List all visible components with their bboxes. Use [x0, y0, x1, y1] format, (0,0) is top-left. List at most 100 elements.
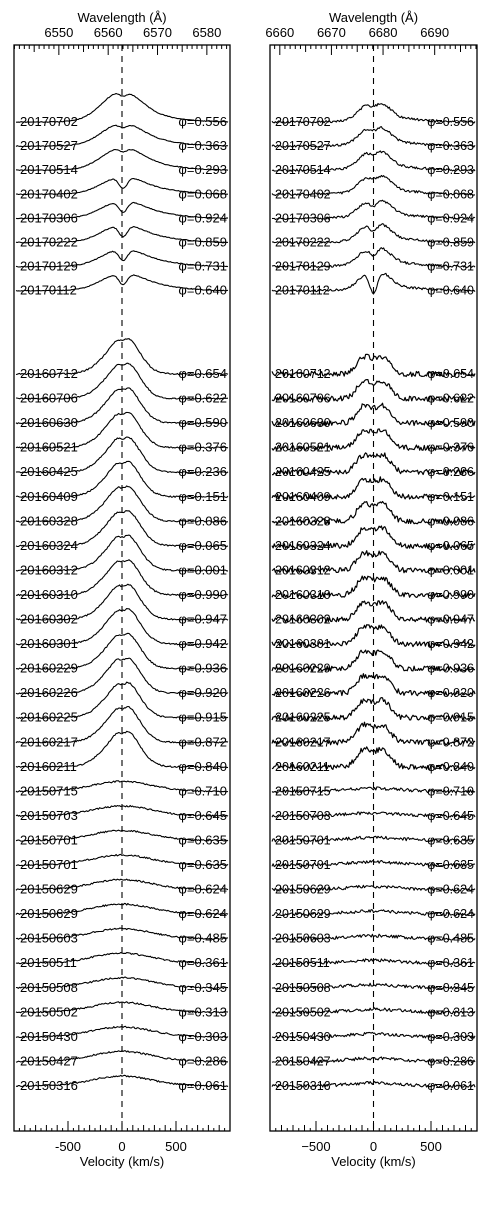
phase-value: 0.942	[443, 637, 474, 651]
phase-value: 0.361	[443, 956, 474, 970]
phi-symbol: φ	[178, 587, 186, 602]
spectrum-phase-label: φ=0.990	[427, 588, 474, 602]
phase-equals: =	[435, 367, 442, 381]
phase-value: 0.286	[194, 1053, 227, 1068]
phi-symbol: φ	[427, 1079, 435, 1093]
phase-value: 0.947	[443, 613, 474, 627]
phi-symbol: φ	[427, 236, 435, 250]
top-tick-label: 6680	[369, 25, 398, 40]
phase-value: 0.624	[194, 882, 227, 897]
spectrum-phase-label: φ=0.303	[178, 1029, 227, 1044]
phase-value: 0.859	[194, 235, 227, 250]
phase-value: 0.920	[194, 685, 227, 700]
phi-symbol: φ	[178, 464, 186, 479]
spectrum-date-label: 20160521	[275, 441, 331, 455]
phase-value: 0.840	[194, 759, 227, 774]
phase-value: 0.710	[194, 783, 227, 798]
phase-equals: =	[187, 980, 195, 995]
spectrum-date-label: 20160226	[20, 685, 78, 700]
spectrum-date-label: 20160301	[20, 636, 78, 651]
spectrum-phase-label: φ=0.624	[178, 906, 227, 921]
phase-value: 0.086	[443, 514, 474, 528]
spectrum-date-label: 20150701	[20, 857, 78, 872]
spectrum-line	[271, 102, 476, 124]
spectrum-phase-label: φ=0.942	[178, 636, 227, 651]
spectrum-phase-label: φ=0.485	[427, 932, 474, 946]
phase-value: 0.622	[194, 391, 227, 406]
phase-value: 0.303	[443, 1030, 474, 1044]
spectrum-line	[15, 201, 229, 220]
top-tick-label: 6550	[44, 25, 73, 40]
phase-equals: =	[435, 932, 442, 946]
spectrum-date-label: 20150502	[275, 1005, 331, 1019]
spectrum-date-label: 20160324	[20, 538, 78, 553]
phi-symbol: φ	[427, 441, 435, 455]
spectrum-phase-label: φ=0.624	[427, 883, 474, 897]
phase-value: 0.236	[194, 464, 227, 479]
spectrum-line	[271, 199, 476, 221]
phase-value: 0.731	[194, 259, 227, 274]
phi-symbol: φ	[427, 367, 435, 381]
phase-equals: =	[187, 162, 195, 177]
phase-equals: =	[187, 489, 195, 504]
spectrum-date-label: 20160425	[275, 465, 331, 479]
phase-value: 0.065	[443, 539, 474, 553]
phi-symbol: φ	[178, 980, 186, 995]
phase-equals: =	[187, 186, 195, 201]
phase-value: 0.151	[443, 490, 474, 504]
spectrum-date-label: 20150502	[20, 1004, 78, 1019]
spectrum-phase-label: φ=0.286	[427, 1054, 474, 1068]
spectrum-date-label: 20160302	[275, 613, 331, 627]
phase-value: 0.485	[443, 932, 474, 946]
spectrum-line	[15, 1001, 229, 1014]
phase-equals: =	[435, 858, 442, 872]
spectrum-phase-label: φ=0.068	[427, 187, 474, 201]
phase-equals: =	[435, 563, 442, 577]
spectrum-date-label: 20150629	[275, 907, 331, 921]
spectrum-phase-label: φ=0.645	[178, 808, 227, 823]
spectrum-date-label: 20150427	[275, 1054, 331, 1068]
top-tick-label: 6580	[192, 25, 221, 40]
phase-value: 0.635	[194, 832, 227, 847]
phase-equals: =	[435, 1030, 442, 1044]
phase-equals: =	[435, 211, 442, 225]
spectrum-date-label: 20160302	[20, 612, 78, 627]
phi-symbol: φ	[178, 955, 186, 970]
phase-value: 0.293	[443, 163, 474, 177]
phi-symbol: φ	[178, 138, 186, 153]
phi-symbol: φ	[427, 907, 435, 921]
phase-equals: =	[435, 163, 442, 177]
phi-symbol: φ	[178, 1029, 186, 1044]
spectrum-phase-label: φ=0.920	[427, 686, 474, 700]
phase-equals: =	[435, 1079, 442, 1093]
top-tick-label: 6690	[420, 25, 449, 40]
phase-equals: =	[187, 138, 195, 153]
spectrum-line	[15, 1025, 229, 1039]
spectrum-date-label: 20150603	[20, 931, 78, 946]
spectrum-date-label: 20150701	[275, 833, 331, 847]
spectrum-line	[271, 835, 476, 843]
phase-value: 0.731	[443, 260, 474, 274]
spectrum-line	[271, 1007, 476, 1015]
spectrum-line	[271, 1056, 476, 1064]
spectrum-phase-label: φ=0.086	[427, 514, 474, 528]
phase-equals: =	[187, 808, 195, 823]
phi-symbol: φ	[178, 857, 186, 872]
phase-equals: =	[435, 809, 442, 823]
phase-value: 0.001	[194, 562, 227, 577]
phase-equals: =	[187, 734, 195, 749]
phi-symbol: φ	[427, 637, 435, 651]
spectrum-date-label: 20150511	[275, 956, 330, 970]
phase-equals: =	[435, 833, 442, 847]
spectrum-phase-label: φ=0.293	[427, 163, 474, 177]
spectrum-date-label: 20170112	[20, 283, 77, 298]
spectrum-phase-label: φ=0.556	[427, 115, 474, 129]
phase-equals: =	[435, 465, 442, 479]
phase-equals: =	[435, 686, 442, 700]
phase-equals: =	[435, 1054, 442, 1068]
spectrum-phase-label: φ=0.590	[178, 415, 227, 430]
bottom-tick-label: 0	[118, 1139, 125, 1154]
spectrum-phase-label: φ=0.640	[427, 284, 474, 298]
phi-symbol: φ	[178, 489, 186, 504]
phi-symbol: φ	[178, 186, 186, 201]
